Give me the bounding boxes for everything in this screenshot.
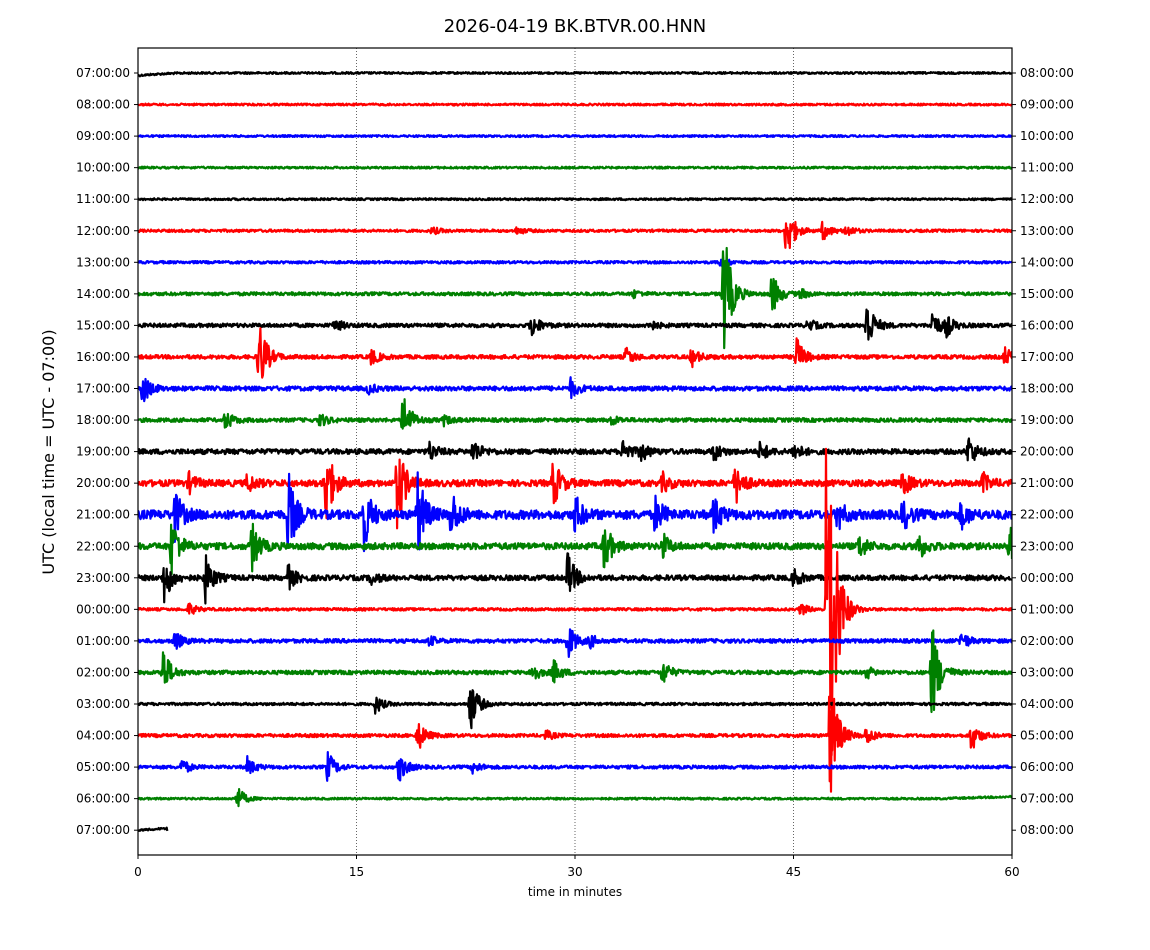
right-tick-label: 00:00:00 bbox=[1020, 571, 1074, 585]
trace-160000 bbox=[138, 327, 1012, 379]
left-tick-label: 04:00:00 bbox=[76, 729, 130, 743]
chart-title: 2026-04-19 BK.BTVR.00.HNN bbox=[443, 16, 707, 37]
right-tick-label: 06:00:00 bbox=[1020, 760, 1074, 774]
right-tick-label: 02:00:00 bbox=[1020, 634, 1074, 648]
trace-030000 bbox=[138, 689, 1012, 730]
trace-000000 bbox=[138, 447, 1012, 757]
left-tick-label: 09:00:00 bbox=[76, 129, 130, 143]
right-tick-label: 20:00:00 bbox=[1020, 445, 1074, 459]
left-tick-label: 08:00:00 bbox=[76, 98, 130, 112]
right-tick-label: 05:00:00 bbox=[1020, 729, 1074, 743]
right-tick-label: 13:00:00 bbox=[1020, 224, 1074, 238]
grid-lines bbox=[356, 48, 794, 855]
trace-010000 bbox=[138, 628, 1012, 659]
trace-140000 bbox=[138, 246, 1012, 350]
left-tick-label: 23:00:00 bbox=[76, 571, 130, 585]
left-tick-label: 00:00:00 bbox=[76, 602, 130, 616]
trace-090000 bbox=[138, 134, 1012, 139]
right-tick-label: 10:00:00 bbox=[1020, 129, 1074, 143]
right-tick-label: 11:00:00 bbox=[1020, 161, 1074, 175]
left-tick-label: 11:00:00 bbox=[76, 192, 130, 206]
right-tick-label: 12:00:00 bbox=[1020, 192, 1074, 206]
trace-230000 bbox=[138, 552, 1012, 605]
trace-170000 bbox=[138, 376, 1012, 403]
left-tick-label: 15:00:00 bbox=[76, 318, 130, 332]
trace-120000 bbox=[138, 220, 1012, 250]
right-tick-label: 23:00:00 bbox=[1020, 539, 1074, 553]
y-axis-label: UTC (local time = UTC - 07:00) bbox=[39, 329, 58, 574]
trace-020000 bbox=[138, 629, 1012, 714]
trace-070000 bbox=[138, 826, 169, 833]
x-tick-label: 30 bbox=[567, 865, 582, 879]
left-tick-label: 07:00:00 bbox=[76, 823, 130, 837]
left-tick-label: 01:00:00 bbox=[76, 634, 130, 648]
right-tick-label: 08:00:00 bbox=[1020, 823, 1074, 837]
trace-050000 bbox=[138, 750, 1012, 782]
right-tick-label: 22:00:00 bbox=[1020, 508, 1074, 522]
x-tick-label: 60 bbox=[1004, 865, 1019, 879]
trace-040000 bbox=[138, 695, 1012, 793]
right-tick-label: 17:00:00 bbox=[1020, 350, 1074, 364]
left-tick-label: 14:00:00 bbox=[76, 287, 130, 301]
left-tick-label: 13:00:00 bbox=[76, 255, 130, 269]
axes: 0 15 30 45 60 07:00:00 08:00:00 08:00:00 09:00:0… bbox=[76, 66, 1074, 879]
left-tick-label: 06:00:00 bbox=[76, 792, 130, 806]
seismic-traces bbox=[138, 70, 1012, 833]
left-tick-label: 02:00:00 bbox=[76, 665, 130, 679]
right-tick-label: 15:00:00 bbox=[1020, 287, 1074, 301]
trace-110000 bbox=[138, 197, 1012, 202]
left-tick-label: 05:00:00 bbox=[76, 760, 130, 774]
left-tick-label: 07:00:00 bbox=[76, 66, 130, 80]
left-tick-label: 16:00:00 bbox=[76, 350, 130, 364]
trace-210000 bbox=[138, 471, 1012, 553]
left-tick-label: 10:00:00 bbox=[76, 161, 130, 175]
left-tick-label: 20:00:00 bbox=[76, 476, 130, 490]
right-tick-label: 07:00:00 bbox=[1020, 792, 1074, 806]
x-tick-label: 0 bbox=[134, 865, 142, 879]
right-tick-label: 09:00:00 bbox=[1020, 98, 1074, 112]
right-tick-label: 14:00:00 bbox=[1020, 255, 1074, 269]
x-axis-label: time in minutes bbox=[528, 885, 622, 899]
left-tick-label: 03:00:00 bbox=[76, 697, 130, 711]
right-tick-label: 03:00:00 bbox=[1020, 665, 1074, 679]
trace-220000 bbox=[138, 522, 1012, 576]
left-tick-label: 18:00:00 bbox=[76, 413, 130, 427]
left-tick-label: 12:00:00 bbox=[76, 224, 130, 238]
x-tick-label: 15 bbox=[349, 865, 364, 879]
left-tick-label: 22:00:00 bbox=[76, 539, 130, 553]
right-tick-label: 18:00:00 bbox=[1020, 382, 1074, 396]
x-tick-label: 45 bbox=[786, 865, 801, 879]
trace-150000 bbox=[138, 308, 1012, 341]
trace-180000 bbox=[138, 398, 1012, 430]
trace-100000 bbox=[138, 165, 1012, 170]
right-tick-label: 21:00:00 bbox=[1020, 476, 1074, 490]
trace-080000 bbox=[138, 102, 1012, 107]
trace-070000 bbox=[138, 70, 1012, 78]
right-tick-label: 19:00:00 bbox=[1020, 413, 1074, 427]
left-tick-label: 19:00:00 bbox=[76, 445, 130, 459]
right-tick-label: 01:00:00 bbox=[1020, 602, 1074, 616]
right-tick-label: 16:00:00 bbox=[1020, 318, 1074, 332]
trace-130000 bbox=[138, 258, 1012, 268]
left-tick-label: 17:00:00 bbox=[76, 382, 130, 396]
trace-200000 bbox=[138, 458, 1012, 530]
trace-060000 bbox=[138, 787, 1012, 808]
right-tick-label: 04:00:00 bbox=[1020, 697, 1074, 711]
right-tick-label: 08:00:00 bbox=[1020, 66, 1074, 80]
trace-190000 bbox=[138, 437, 1012, 462]
left-tick-label: 21:00:00 bbox=[76, 508, 130, 522]
